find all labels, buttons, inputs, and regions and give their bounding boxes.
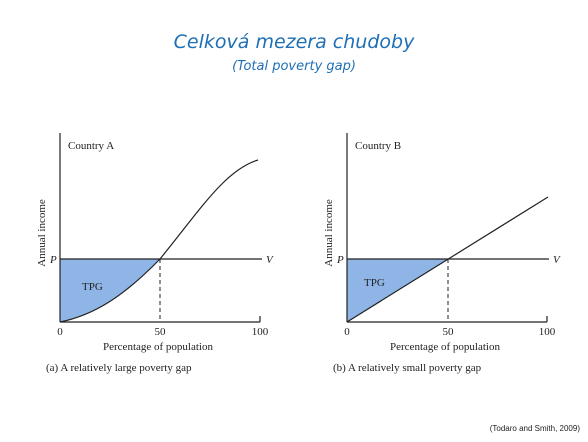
- y-axis-label: Annual income: [323, 199, 335, 267]
- panel-b: Country B Annual income P V TPG 0 50 100…: [323, 133, 561, 374]
- title: Celková mezera chudoby: [174, 31, 415, 53]
- tpg-label: TPG: [364, 277, 385, 289]
- tpg-label: TPG: [82, 281, 103, 293]
- v-label: V: [553, 254, 561, 266]
- country: Country B: [355, 140, 401, 152]
- income-line: [346, 196, 549, 323]
- x-tick-label: 50: [443, 326, 455, 338]
- caption: (b) A relatively small poverty gap: [333, 362, 482, 374]
- source: (Todaro and Smith, 2009): [490, 424, 581, 433]
- x-tick-label: 50: [155, 326, 167, 338]
- x-axis-label: Percentage of population: [390, 341, 500, 353]
- x-tick-label: 0: [344, 326, 350, 338]
- y-axis-label: Annual income: [36, 199, 48, 267]
- v-label: V: [266, 254, 274, 266]
- x-tick-label: 0: [57, 326, 63, 338]
- tpg-area: [60, 259, 160, 322]
- subtitle: (Total poverty gap): [232, 59, 356, 74]
- x-axis-label: Percentage of population: [103, 341, 213, 353]
- x-tick-label: 100: [252, 326, 269, 338]
- caption: (a) A relatively large poverty gap: [46, 362, 192, 374]
- p-label: P: [49, 254, 57, 266]
- country: Country A: [68, 140, 114, 152]
- panel-a: Country A Annual income P V TPG 0 50 100…: [36, 133, 274, 374]
- x-tick-label: 100: [539, 326, 556, 338]
- p-label: P: [336, 254, 344, 266]
- income-curve: [59, 159, 259, 323]
